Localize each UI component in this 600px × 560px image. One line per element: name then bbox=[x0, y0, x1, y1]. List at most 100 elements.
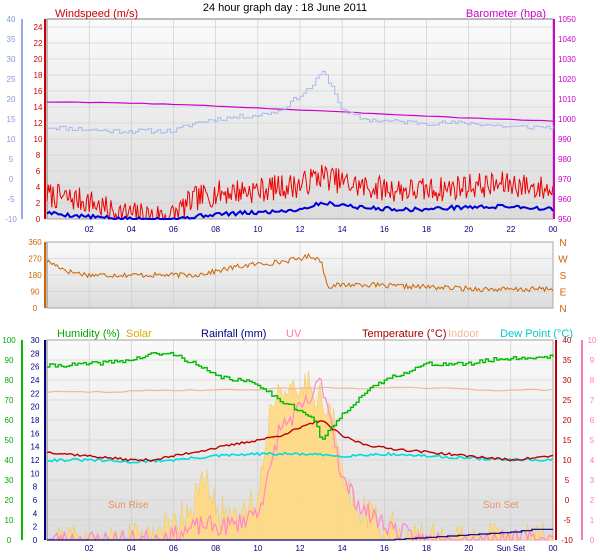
weather-x-tick-label: 18 bbox=[422, 544, 431, 553]
barometer-tick-label: 990 bbox=[558, 135, 572, 144]
uv-tick-label: 3 bbox=[590, 476, 595, 485]
rainfall-label: Rainfall (mm) bbox=[201, 328, 266, 340]
windspeed-tick-label: 18 bbox=[34, 71, 43, 80]
weather-x-tick-label: 16 bbox=[380, 544, 389, 553]
barometer-tick-label: 980 bbox=[558, 155, 572, 164]
temperature-tick-label: -5 bbox=[563, 516, 571, 525]
weather-x-tick-label: 20 bbox=[464, 544, 473, 553]
outer-left-tick-label: 5 bbox=[9, 155, 14, 164]
barometer-tick-label: 970 bbox=[558, 175, 572, 184]
windspeed-tick-label: 2 bbox=[36, 199, 41, 208]
temperature-tick-label: 5 bbox=[565, 476, 570, 485]
uv-tick-label: 5 bbox=[590, 436, 595, 445]
temperature-tick-label: -10 bbox=[561, 536, 573, 545]
sunset-annotation: Sun Set bbox=[483, 500, 519, 511]
rainfall-tick-label: 10 bbox=[31, 469, 40, 478]
humidity-tick-label: 0 bbox=[7, 536, 12, 545]
wind-x-tick-label: 00 bbox=[549, 225, 558, 234]
weather-x-tick-label: 12 bbox=[296, 544, 305, 553]
windspeed-tick-label: 4 bbox=[36, 183, 41, 192]
wind-gust-line bbox=[46, 164, 554, 221]
rainfall-tick-label: 24 bbox=[31, 376, 40, 385]
barometer-tick-label: 1050 bbox=[558, 15, 576, 24]
barometer-tick-label: 950 bbox=[558, 215, 572, 224]
uv-tick-label: 6 bbox=[590, 416, 595, 425]
outer-left-tick-label: 30 bbox=[7, 55, 16, 64]
barometer-line bbox=[46, 101, 554, 122]
sunrise-annotation: Sun Rise bbox=[108, 500, 149, 511]
wind-x-tick-label: 02 bbox=[85, 225, 94, 234]
barometer-tick-label: 1020 bbox=[558, 75, 576, 84]
rainfall-tick-label: 26 bbox=[31, 363, 40, 372]
outer-left-tick-label: 20 bbox=[7, 95, 16, 104]
temperature-tick-label: 10 bbox=[563, 456, 572, 465]
plot-series bbox=[46, 70, 554, 542]
humidity-tick-label: 60 bbox=[5, 416, 14, 425]
temperature-tick-label: 30 bbox=[563, 376, 572, 385]
weather-x-tick-label: Sun Set bbox=[497, 544, 526, 553]
barometer-tick-label: 1010 bbox=[558, 95, 576, 104]
temperature-tick-label: 25 bbox=[563, 396, 572, 405]
uv-tick-label: 7 bbox=[590, 396, 595, 405]
humidity-tick-label: 40 bbox=[5, 456, 14, 465]
outer-left-tick-label: -5 bbox=[7, 195, 15, 204]
outer-left-tick-label: 25 bbox=[7, 75, 16, 84]
weather-x-tick-label: 02 bbox=[85, 544, 94, 553]
barometer-tick-label: 960 bbox=[558, 195, 572, 204]
direction-tick-label: 90 bbox=[31, 288, 40, 297]
windspeed-tick-label: 14 bbox=[34, 103, 43, 112]
humidity-tick-label: 50 bbox=[5, 436, 14, 445]
wind-x-tick-label: 12 bbox=[296, 225, 305, 234]
humidity-tick-label: 90 bbox=[5, 356, 14, 365]
uv-tick-label: 8 bbox=[590, 376, 595, 385]
temperature-tick-label: 40 bbox=[563, 336, 572, 345]
direction-tick-label: 0 bbox=[33, 304, 38, 313]
wind-direction-line bbox=[46, 252, 554, 293]
rainfall-tick-label: 6 bbox=[33, 496, 38, 505]
outer-axis-line bbox=[47, 70, 554, 134]
direction-tick-label: 180 bbox=[28, 271, 42, 280]
outer-left-tick-label: 15 bbox=[7, 115, 16, 124]
temperature-tick-label: 35 bbox=[563, 356, 572, 365]
uv-tick-label: 9 bbox=[590, 356, 595, 365]
uv-tick-label: 0 bbox=[590, 536, 595, 545]
rainfall-tick-label: 2 bbox=[33, 523, 38, 532]
axes: 024681012141618202224-10-505101520253035… bbox=[2, 15, 597, 553]
rainfall-tick-label: 28 bbox=[31, 349, 40, 358]
windspeed-tick-label: 20 bbox=[34, 55, 43, 64]
compass-label: E bbox=[560, 288, 567, 299]
indoor-label: Indoor bbox=[448, 328, 480, 340]
rainfall-tick-label: 12 bbox=[31, 456, 40, 465]
compass-label: N bbox=[559, 238, 566, 249]
wind-x-tick-label: 18 bbox=[422, 225, 431, 234]
compass-label: W bbox=[558, 255, 568, 266]
rainfall-line bbox=[47, 528, 553, 541]
uv-line bbox=[47, 377, 554, 542]
temperature-tick-label: 0 bbox=[565, 496, 570, 505]
humidity-tick-label: 80 bbox=[5, 376, 14, 385]
weather-x-tick-label: 06 bbox=[169, 544, 178, 553]
windspeed-tick-label: 24 bbox=[34, 23, 43, 32]
temperature-tick-label: 20 bbox=[563, 416, 572, 425]
humidity-tick-label: 30 bbox=[5, 476, 14, 485]
wind-x-tick-label: 20 bbox=[464, 225, 473, 234]
rainfall-tick-label: 22 bbox=[31, 389, 40, 398]
temperature-label: Temperature (°C) bbox=[362, 328, 446, 340]
uv-tick-label: 10 bbox=[588, 336, 597, 345]
rainfall-tick-label: 16 bbox=[31, 429, 40, 438]
outer-left-tick-label: 40 bbox=[7, 15, 16, 24]
barometer-tick-label: 1030 bbox=[558, 55, 576, 64]
windspeed-axis-label: Windspeed (m/s) bbox=[55, 8, 138, 20]
windspeed-tick-label: 16 bbox=[34, 87, 43, 96]
uv-label: UV bbox=[286, 328, 302, 340]
compass-label: N bbox=[559, 304, 566, 315]
wind-x-tick-label: 10 bbox=[253, 225, 262, 234]
wind-x-tick-label: 22 bbox=[506, 225, 515, 234]
wind-x-tick-label: 08 bbox=[211, 225, 220, 234]
wind-x-tick-label: 16 bbox=[380, 225, 389, 234]
outer-left-tick-label: 35 bbox=[7, 35, 16, 44]
outer-left-tick-label: 0 bbox=[9, 175, 14, 184]
outer-left-tick-label: -10 bbox=[5, 215, 17, 224]
humidity-label: Humidity (%) bbox=[57, 328, 120, 340]
